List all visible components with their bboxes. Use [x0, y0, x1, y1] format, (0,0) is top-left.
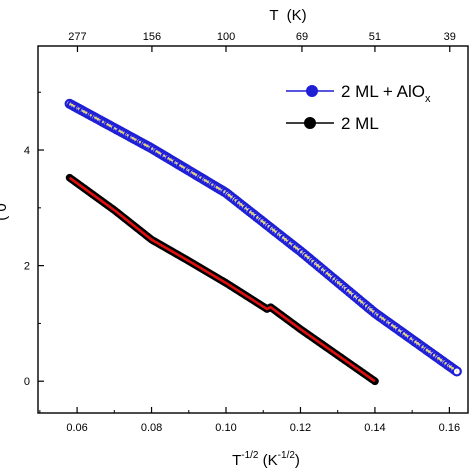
top-axis: 277 156 100 69 51 39 — [68, 31, 456, 52]
y-tick-label: 2 — [24, 261, 30, 273]
legend-label: 2 ML — [341, 114, 379, 133]
bottom-axis: 0.06 0.08 0.10 0.12 0.14 0.16 — [39, 407, 460, 434]
legend-marker — [306, 85, 318, 97]
left-axis: 0 2 4 — [24, 91, 44, 388]
plot-marks — [64, 98, 462, 386]
y-tick-label: 0 — [24, 376, 30, 388]
legend-label: 2 ML + AlOx — [341, 82, 431, 105]
xlabel-base: T — [232, 452, 241, 469]
top-tick-label: 156 — [143, 31, 161, 43]
fit-line — [69, 102, 458, 373]
x-tick-label: 0.06 — [66, 422, 87, 434]
top-tick-label: 100 — [217, 31, 235, 43]
x-tick-label: 0.16 — [439, 422, 460, 434]
legend: 2 ML + AlOx 2 ML — [286, 82, 431, 133]
legend-label-main: 2 ML + AlO — [341, 82, 425, 101]
xlabel-unit-close: ) — [295, 452, 300, 469]
series-bare — [65, 173, 379, 386]
legend-marker — [304, 117, 316, 129]
x-tick-label: 0.10 — [215, 422, 236, 434]
plot-frame — [37, 45, 469, 414]
xlabel-exponent: -1/2 — [241, 450, 259, 461]
y-tick-label: 4 — [24, 145, 30, 157]
top-tick-label: 69 — [296, 31, 308, 43]
x-tick-label: 0.14 — [364, 422, 385, 434]
x-tick-label: 0.12 — [290, 422, 311, 434]
top-tick-label: 277 — [68, 31, 86, 43]
top-tick-label: 51 — [369, 31, 381, 43]
top-tick-label: 39 — [444, 31, 456, 43]
bottom-axis-title: T-1/2 (K-1/2) — [232, 450, 300, 469]
top-axis-title: T (K) — [269, 7, 306, 24]
x-tick-label: 0.08 — [141, 422, 162, 434]
y-axis-label-fragment: ( 0 — [0, 203, 10, 221]
fit-line — [68, 176, 376, 383]
legend-label-subscript: x — [425, 93, 431, 105]
series-alox — [64, 98, 462, 377]
xlabel-unit: (K — [259, 452, 278, 469]
legend-label-main: 2 ML — [341, 114, 379, 133]
xlabel-unit-exponent: -1/2 — [278, 450, 296, 461]
